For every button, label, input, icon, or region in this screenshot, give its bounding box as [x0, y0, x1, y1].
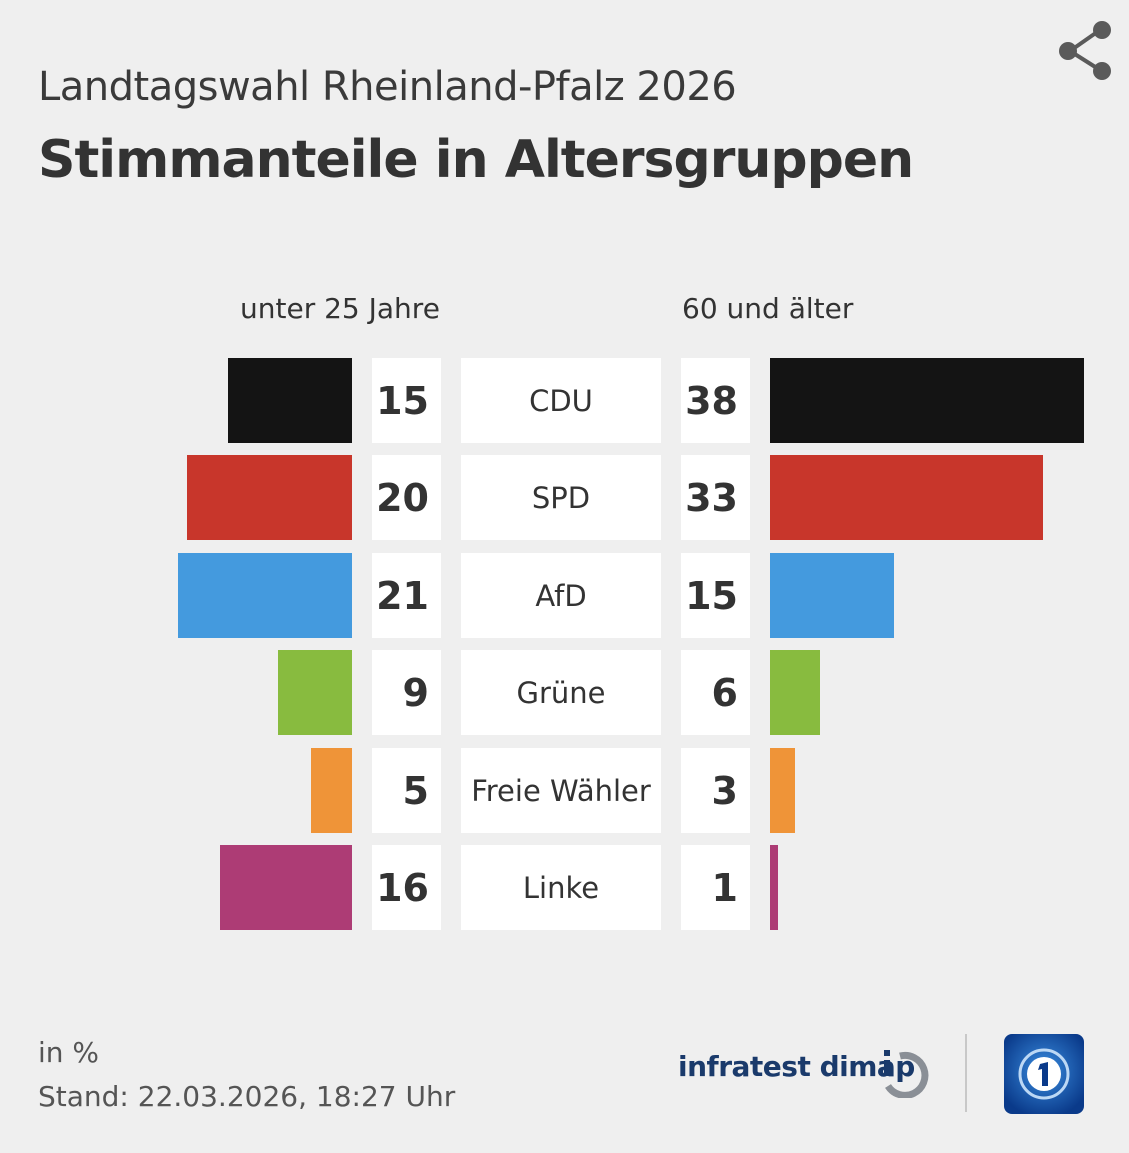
bar-left: [178, 553, 352, 638]
bar-left: [219, 845, 352, 930]
bar-right: [770, 553, 894, 638]
party-label: SPD: [461, 455, 661, 540]
share-icon[interactable]: [1052, 18, 1118, 84]
value-left: 5: [372, 748, 441, 833]
bar-left: [186, 455, 352, 540]
legend-left-group: unter 25 Jahre: [240, 292, 440, 325]
bar-left: [277, 650, 352, 735]
value-right: 15: [681, 553, 750, 638]
party-label: Linke: [461, 845, 661, 930]
value-right: 38: [681, 358, 750, 443]
value-left: 16: [372, 845, 441, 930]
value-left: 15: [372, 358, 441, 443]
bar-left: [228, 358, 352, 443]
value-right: 3: [681, 748, 750, 833]
page-subtitle: Landtagswahl Rheinland-Pfalz 2026: [38, 64, 737, 110]
infratest-dimap-logo: [884, 1050, 929, 1098]
bar-right: [770, 845, 779, 930]
bar-left: [310, 748, 352, 833]
value-left: 20: [372, 455, 441, 540]
timestamp: Stand: 22.03.2026, 18:27 Uhr: [38, 1080, 456, 1113]
tagesschau-logo: [1004, 1034, 1084, 1114]
value-right: 6: [681, 650, 750, 735]
bar-right: [770, 650, 820, 735]
party-label: Freie Wähler: [461, 748, 661, 833]
value-left: 9: [372, 650, 441, 735]
bar-right: [770, 455, 1043, 540]
footer-divider: [965, 1034, 967, 1112]
brand-name: infratest dimap: [678, 1050, 915, 1083]
party-label: CDU: [461, 358, 661, 443]
bar-right: [770, 358, 1084, 443]
party-label: AfD: [461, 553, 661, 638]
legend-right-group: 60 und älter: [682, 292, 854, 325]
value-right: 1: [681, 845, 750, 930]
value-left: 21: [372, 553, 441, 638]
party-label: Grüne: [461, 650, 661, 735]
page-title: Stimmanteile in Altersgruppen: [38, 130, 914, 190]
value-right: 33: [681, 455, 750, 540]
bar-right: [770, 748, 795, 833]
unit-note: in %: [38, 1036, 100, 1069]
